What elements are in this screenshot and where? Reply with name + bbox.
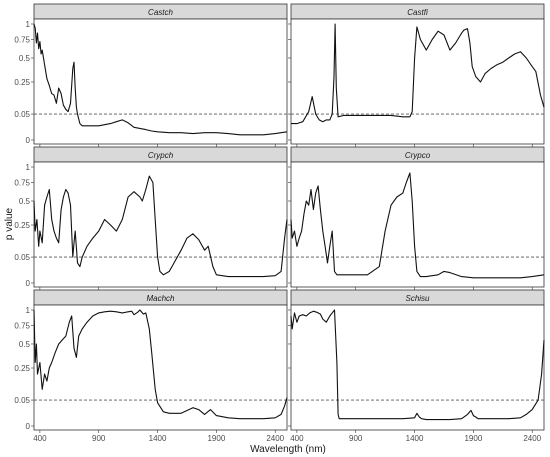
panel-schisu: Schisu 400 900 1400 1900 2400 [288,289,545,443]
y-tick-label: 1 [26,20,31,29]
x-tick-label: 2400 [523,434,541,443]
x-tick-label: 2400 [266,434,284,443]
panel-castfi: Castfi [288,3,545,147]
series-line-machch [33,309,288,420]
x-tick-label: 400 [290,434,304,443]
series-line-castfi [291,23,545,125]
panel-title: Crypco [405,151,431,160]
panel-title: Schisu [405,294,430,303]
y-axis-title: p value [4,207,15,240]
plot-area [290,161,545,288]
y-tick-label: 0 [26,422,31,431]
y-tick-label: 0.5 [19,340,31,349]
y-tick-label: 0.75 [14,322,30,331]
panel-crypco: Crypco [288,146,545,290]
y-tick-label: 0.25 [14,78,30,87]
panels-group: Castch 0 0.05 0.25 0.5 0.75 1 Castfi Crypch 0 0.05… [14,3,545,443]
panel-crypch: Crypch 0 0.05 0.25 0.5 0.75 1 [14,146,288,290]
panel-title: Castfi [407,8,428,17]
panel-title: Castch [148,8,173,17]
y-tick-label: 0.05 [14,396,30,405]
series-line-castch [33,23,288,136]
x-tick-label: 400 [33,434,47,443]
x-axis-title: Wavelength (nm) [250,444,326,455]
plot-area [290,304,545,431]
x-tick-label: 900 [92,434,106,443]
y-tick-label: 0.25 [14,364,30,373]
x-tick-label: 1400 [406,434,424,443]
y-tick-label: 1 [26,163,31,172]
series-line-crypch [33,175,288,278]
y-tick-label: 0.05 [14,110,30,119]
panel-title: Crypch [148,151,174,160]
y-tick-label: 0 [26,279,31,288]
y-tick-label: 0.5 [19,54,31,63]
panel-castch: Castch 0 0.05 0.25 0.5 0.75 1 [14,3,288,147]
y-tick-label: 0.75 [14,36,30,45]
x-tick-label: 900 [349,434,363,443]
plot-area [290,18,545,145]
panel-title: Machch [146,294,175,303]
series-line-schisu [290,309,545,421]
y-tick-label: 0.05 [14,253,30,262]
series-line-crypco [290,172,545,279]
x-tick-label: 1900 [207,434,225,443]
plot-area [33,161,288,288]
y-tick-label: 0.25 [14,221,30,230]
x-tick-label: 1900 [464,434,482,443]
y-tick-label: 1 [26,306,31,315]
x-tick-label: 1400 [149,434,167,443]
y-tick-label: 0.75 [14,179,30,188]
plot-area [33,304,288,431]
y-tick-label: 0 [26,136,31,145]
y-tick-label: 0.5 [19,197,31,206]
plot-area [33,18,288,145]
